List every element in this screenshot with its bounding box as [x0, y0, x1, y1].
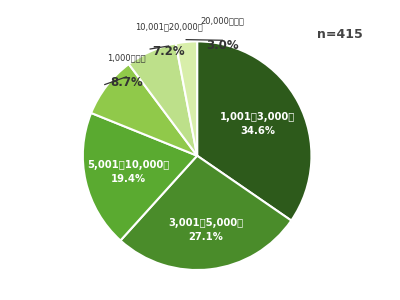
- Text: 1,001～3,000円
34.6%: 1,001～3,000円 34.6%: [220, 112, 296, 136]
- Text: 7.2%: 7.2%: [152, 45, 185, 58]
- Text: 5,001～10,000円
19.4%: 5,001～10,000円 19.4%: [87, 160, 169, 184]
- Text: n=415: n=415: [317, 28, 363, 41]
- Wedge shape: [129, 44, 197, 156]
- Text: 3.0%: 3.0%: [206, 39, 239, 52]
- Text: 8.7%: 8.7%: [110, 76, 143, 89]
- Text: 20,000円以䨊: 20,000円以䨊: [200, 16, 244, 26]
- Wedge shape: [91, 64, 197, 156]
- Text: 1,000円以下: 1,000円以下: [107, 53, 146, 62]
- Wedge shape: [120, 156, 291, 270]
- Wedge shape: [197, 41, 312, 220]
- Wedge shape: [83, 113, 197, 241]
- Wedge shape: [176, 41, 197, 156]
- Text: 3,001～5,000円
27.1%: 3,001～5,000円 27.1%: [168, 218, 243, 242]
- Text: 10,001～20,000円: 10,001～20,000円: [135, 22, 202, 31]
